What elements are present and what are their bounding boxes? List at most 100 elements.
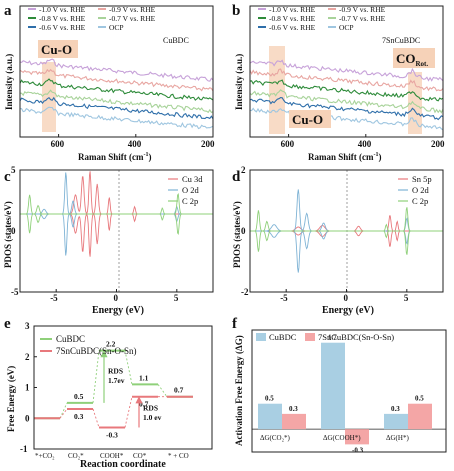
y-axis-label-b: Intensity (a.u.)	[234, 54, 244, 110]
series-line-0-8-v-vs-rhe	[19, 78, 214, 101]
bar-7sncubdc-sn-o-sn-g-co	[282, 413, 306, 430]
legend-label-c-2p: C 2p	[412, 196, 428, 206]
legend-label-0-6-v-vs-rhe: -0.6 V vs. RHE	[39, 23, 86, 32]
x-axis-label-a: Raman Shift (cm-1)	[78, 152, 152, 162]
x-tick-label-0: 0	[344, 293, 349, 303]
cu-o-band-a	[42, 62, 56, 132]
panel-d: d Sn 5pO 2dC 2p -5 0 5 -2 0 2 PDOS (states/eV…	[232, 165, 444, 316]
y-tick-label--5: -5	[11, 287, 19, 297]
state-label-co: * + CO	[168, 452, 189, 460]
plot-frame-a	[19, 5, 214, 138]
pdos-o-2d-down	[20, 213, 213, 256]
rds-value-cubdc: 1.7ev	[108, 376, 125, 385]
legend-d: Sn 5pO 2dC 2p	[398, 174, 432, 206]
pdos-lines-c	[20, 171, 213, 257]
x-axis-label-b: Raman Shift (cm-1)	[308, 152, 382, 162]
y-tick-label-3: 3	[25, 321, 30, 331]
cu-o-annotation-a: Cu-O	[41, 42, 72, 57]
legend-label-0-7-v-vs-rhe: -0.7 V vs. RHE	[109, 14, 156, 23]
rds-label-7sncubdc: RDS	[143, 404, 158, 413]
ticks-d: -5 0 5 -2 0 2	[241, 165, 409, 303]
series-line-1-0-v-vs-rhe	[249, 59, 444, 82]
series-line-0-7-v-vs-rhe	[19, 89, 214, 114]
x-tick-label-200: 200	[201, 139, 215, 149]
series-line-1-0-v-vs-rhe	[19, 58, 214, 82]
bar-7sncubdc-sn-o-sn-g-cooh	[345, 429, 369, 445]
chart-title-a: CuBDC	[163, 36, 189, 45]
co-rot-annotation-sub: Rot.	[416, 60, 429, 68]
plot-frame-f	[251, 329, 447, 453]
rds-value-7sncubdc: 1.0 ev	[143, 413, 162, 422]
legend-label-ocp: OCP	[109, 23, 124, 32]
panel-label-b: b	[232, 3, 240, 19]
connector-7sncubdc-sn-o-sn-0	[59, 408, 68, 419]
bar-7sncubdc-sn-o-sn-g-h	[408, 403, 432, 430]
x-tick-label-5: 5	[174, 293, 179, 303]
y-tick-label-2: 2	[241, 165, 246, 175]
panel-label-a: a	[4, 3, 12, 19]
y-tick-label--2: -2	[241, 287, 249, 297]
ticks-c: -5 0 5 -5 0 5	[11, 165, 179, 303]
value-label-cubdc-3: 1.1	[139, 373, 149, 382]
raman-lines-a	[19, 58, 214, 130]
pdos-o-2d-down	[250, 230, 443, 273]
connector-cubdc-3	[157, 384, 168, 397]
co-rot-label-box-b	[393, 48, 435, 68]
legend-label-cubdc: CuBDC	[56, 334, 85, 344]
panel-label-d: d	[232, 169, 241, 185]
series-line-0-6-v-vs-rhe	[249, 97, 444, 121]
legend-f: CuBDC 7SnCuBDC(Sn-O-Sn)	[256, 332, 394, 342]
legend-label-7sncubdc-sn-o-sn: 7SnCuBDC(Sn-O-Sn)	[56, 346, 137, 356]
y-tick-label-0: 0	[241, 226, 246, 236]
connector-cubdc-2	[124, 350, 133, 385]
x-axis-label-a-close: )	[149, 152, 152, 162]
value-label-cubdc-4: 0.7	[174, 386, 184, 395]
legend-b: -1.0 V vs. RHE -0.9 V vs. RHE -0.8 V vs. R…	[258, 5, 386, 32]
legend-label-0-7-v-vs-rhe: -0.7 V vs. RHE	[339, 14, 386, 23]
series-line-0-7-v-vs-rhe	[249, 89, 444, 114]
connector-cubdc-1	[92, 350, 100, 403]
x-tick-label--5: -5	[280, 293, 288, 303]
value-label-7sncubdc-sn-o-sn-1: 0.3	[74, 412, 84, 421]
legend-label-1-0-v-vs-rhe: -1.0 V vs. RHE	[269, 5, 316, 14]
x-axis-label-c: Energy (eV)	[92, 305, 144, 316]
legend-label-0-8-v-vs-rhe: -0.8 V vs. RHE	[269, 14, 316, 23]
pdos-lines-d	[250, 189, 443, 273]
connector-7sncubdc-sn-o-sn-1	[92, 408, 100, 428]
state-label-co: CO*	[133, 452, 147, 460]
panel-c: c Cu 3dO 2dC 2p -5 0 5 -5 0 5 PDOS (states/eV…	[3, 165, 214, 316]
x-tick-label-200: 200	[431, 139, 445, 149]
raman-lines-b	[249, 59, 444, 131]
legend-label-cubdc: CuBDC	[269, 332, 297, 342]
legend-swatch-7sncubdc-sn-o-sn	[305, 333, 315, 341]
x-tick-label--5: -5	[50, 293, 58, 303]
panel-e: e -1 0 1 2 3 *+CO₂ CO₂* COOH* CO* * + CO 0.5 2.2 1.1…	[4, 316, 213, 470]
x-axis-label-b-main: Raman Shift (cm	[308, 152, 374, 162]
legend-label-ocp: OCP	[339, 23, 354, 32]
legend-label-0-6-v-vs-rhe: -0.6 V vs. RHE	[269, 23, 316, 32]
y-axis-label-c: PDOS (states/eV)	[3, 201, 13, 268]
chart-title-b: 7SnCuBDC	[382, 36, 420, 45]
bar-cubdc-g-co	[258, 403, 282, 430]
legend-label-cu-3d: Cu 3d	[182, 174, 203, 184]
y-axis-label-d: PDOS (states/eV)	[232, 201, 242, 268]
series-line-0-9-v-vs-rhe	[249, 68, 444, 92]
bar-chart-f: 0.5 0.3 ΔG(CO₂*) 1.7 -0.3 ΔG(COOH*) 0.3 0.5 ΔG(H…	[252, 334, 446, 454]
y-tick-label-1: 1	[25, 383, 30, 393]
category-label-g-co: ΔG(CO₂*)	[260, 434, 291, 442]
state-label-co: CO₂*	[68, 452, 84, 460]
pdos-cu-3d-down	[20, 213, 213, 257]
legend-c: Cu 3dO 2dC 2p	[168, 174, 203, 206]
panel-f: f 0.5 0.3 ΔG(CO₂*) 1.7 -0.3 ΔG(COOH*) 0.3 0.5 ΔG…	[232, 316, 447, 454]
connector-cubdc-0	[59, 402, 68, 419]
legend-e: CuBDC 7SnCuBDC(Sn-O-Sn)	[40, 334, 137, 356]
x-ticks-b: 600 400 200	[281, 134, 445, 149]
category-label-g-cooh: ΔG(COOH*)	[323, 434, 361, 442]
plot-frame-e	[33, 325, 213, 450]
co-rot-annotation-main: CO	[396, 51, 416, 66]
bar-label-cubdc-g-cooh: 1.7	[328, 334, 337, 342]
panel-label-f: f	[232, 316, 238, 332]
legend-label-0-9-v-vs-rhe: -0.9 V vs. RHE	[339, 5, 386, 14]
y-axis-label-f: Activation Free Energy (ΔG)	[234, 335, 244, 446]
co-rot-annotation-b: CORot.	[396, 51, 428, 68]
